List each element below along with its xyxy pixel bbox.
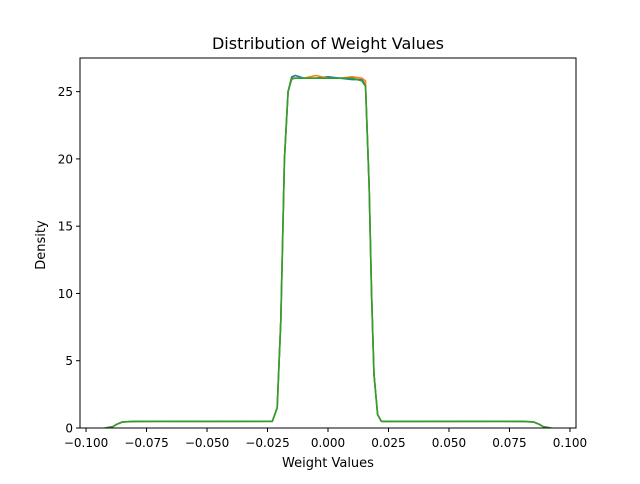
y-tick-label: 5 <box>65 354 73 368</box>
y-tick-label: 15 <box>58 220 73 234</box>
x-tick-label: 0.025 <box>371 436 405 450</box>
x-tick-label: −0.050 <box>185 436 229 450</box>
y-tick-label: 0 <box>65 422 73 436</box>
x-tick-label: 0.050 <box>432 436 466 450</box>
x-tick-label: 0.100 <box>553 436 587 450</box>
x-axis-label: Weight Values <box>282 456 374 471</box>
y-tick-label: 20 <box>58 152 73 166</box>
x-tick-label: −0.025 <box>245 436 289 450</box>
y-tick-label: 10 <box>58 287 73 301</box>
plot-area <box>104 74 552 428</box>
x-tick-label: −0.100 <box>64 436 108 450</box>
x-tick-label: 0.000 <box>311 436 345 450</box>
x-tick-label: 0.075 <box>492 436 526 450</box>
x-tick-label: −0.075 <box>124 436 168 450</box>
y-axis-label: Density <box>34 220 49 270</box>
chart-title: Distribution of Weight Values <box>212 34 444 53</box>
density-line-3 <box>104 77 552 428</box>
axis-ticks: −0.100 −0.075 −0.050 −0.025 0.000 0.025 0.050 0… <box>58 85 587 450</box>
y-tick-label: 25 <box>58 85 73 99</box>
